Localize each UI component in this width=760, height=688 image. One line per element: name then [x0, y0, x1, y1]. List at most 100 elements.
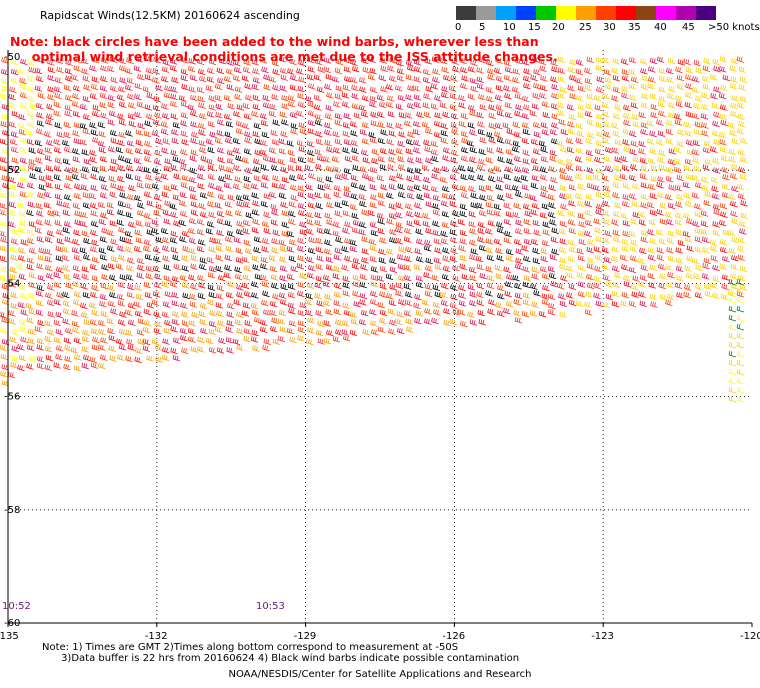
wind-barb	[289, 239, 297, 246]
wind-barb	[476, 282, 485, 290]
wind-barb	[737, 102, 745, 109]
wind-barb	[91, 284, 99, 292]
wind-barb	[567, 239, 576, 246]
wind-barb	[189, 217, 197, 225]
wind-barb	[468, 185, 476, 193]
wind-barb	[171, 129, 179, 136]
wind-barb	[362, 328, 370, 336]
wind-barb	[35, 102, 44, 110]
wind-barb	[279, 275, 287, 282]
wind-barb	[513, 202, 521, 210]
wind-barb	[440, 130, 449, 137]
wind-barb	[362, 157, 371, 164]
wind-barb	[18, 210, 27, 218]
wind-barb	[350, 318, 359, 325]
wind-barb	[532, 219, 541, 227]
wind-barb	[234, 266, 242, 273]
wind-barb	[638, 281, 646, 288]
wind-barb	[557, 109, 565, 117]
wind-barb	[665, 175, 674, 183]
wind-barb	[415, 310, 424, 317]
wind-barb	[379, 265, 388, 273]
wind-barb	[360, 111, 369, 118]
wind-barb	[432, 220, 440, 227]
wind-barb	[47, 311, 56, 318]
wind-barb	[125, 274, 134, 281]
wind-barb	[640, 264, 649, 271]
wind-barb	[215, 245, 224, 252]
wind-barb	[169, 203, 178, 210]
wind-barb	[135, 293, 144, 301]
wind-barb	[137, 202, 145, 209]
wind-barb	[529, 194, 538, 202]
wind-barb	[407, 185, 415, 192]
wind-barb	[316, 227, 325, 234]
wind-barb	[196, 86, 205, 94]
wind-barb	[125, 238, 133, 245]
wind-barb	[479, 272, 487, 280]
credit-line: NOAA/NESDIS/Center for Satellite Applica…	[228, 669, 532, 680]
wind-barb	[144, 104, 153, 111]
wind-barb	[44, 345, 53, 353]
wind-barb	[324, 183, 332, 190]
wind-barb	[683, 164, 692, 172]
wind-barb	[82, 128, 91, 135]
wind-barb	[612, 265, 620, 272]
wind-barb	[279, 85, 287, 92]
wind-barb	[279, 326, 288, 333]
wind-barb	[73, 122, 82, 129]
wind-barb	[26, 95, 35, 102]
wind-barb	[224, 173, 233, 181]
wind-barb	[27, 337, 36, 345]
wind-barb	[97, 121, 106, 129]
wind-barb	[469, 274, 477, 282]
wind-barb	[656, 209, 664, 216]
wind-barb	[486, 95, 494, 103]
wind-barb	[200, 211, 208, 218]
wind-barb	[323, 57, 332, 64]
wind-barb	[577, 230, 586, 237]
wind-barb	[298, 122, 307, 129]
scale-swatch	[676, 6, 697, 20]
wind-barb	[623, 281, 632, 288]
wind-barb	[0, 275, 8, 282]
wind-barb	[235, 257, 244, 264]
wind-barb	[143, 245, 151, 252]
wind-barb	[531, 273, 539, 280]
wind-barb	[351, 227, 360, 234]
wind-barb	[395, 226, 403, 234]
wind-barb	[277, 158, 286, 165]
wind-barb	[485, 157, 494, 164]
wind-barb	[379, 164, 388, 171]
wind-barb	[692, 157, 700, 164]
wind-barb	[341, 320, 350, 327]
wind-barb	[270, 325, 278, 333]
wind-barb	[180, 164, 188, 171]
wind-barb	[100, 65, 108, 72]
scale-swatch	[496, 6, 517, 20]
wind-barb	[253, 317, 262, 324]
wind-barb	[389, 319, 397, 326]
wind-barb	[332, 131, 340, 138]
wind-barb	[261, 220, 270, 228]
wind-barb	[10, 131, 19, 138]
wind-barb	[736, 386, 745, 394]
wind-barb	[191, 311, 199, 319]
wind-barb	[632, 121, 641, 128]
wind-barb	[476, 67, 484, 74]
wind-barb	[342, 130, 351, 138]
wind-barb	[65, 282, 74, 289]
wind-barb	[548, 211, 556, 219]
wind-barb	[331, 76, 340, 83]
wind-barb	[260, 164, 269, 171]
wind-barb	[263, 309, 271, 316]
wind-barb	[334, 247, 343, 255]
wind-barb	[477, 309, 486, 317]
scale-swatch	[576, 6, 597, 20]
wind-barb	[461, 273, 470, 281]
wind-barb	[439, 176, 448, 183]
wind-barb	[272, 338, 281, 345]
wind-barb	[450, 112, 459, 120]
wind-barb	[718, 219, 727, 227]
wind-barb	[440, 299, 449, 307]
